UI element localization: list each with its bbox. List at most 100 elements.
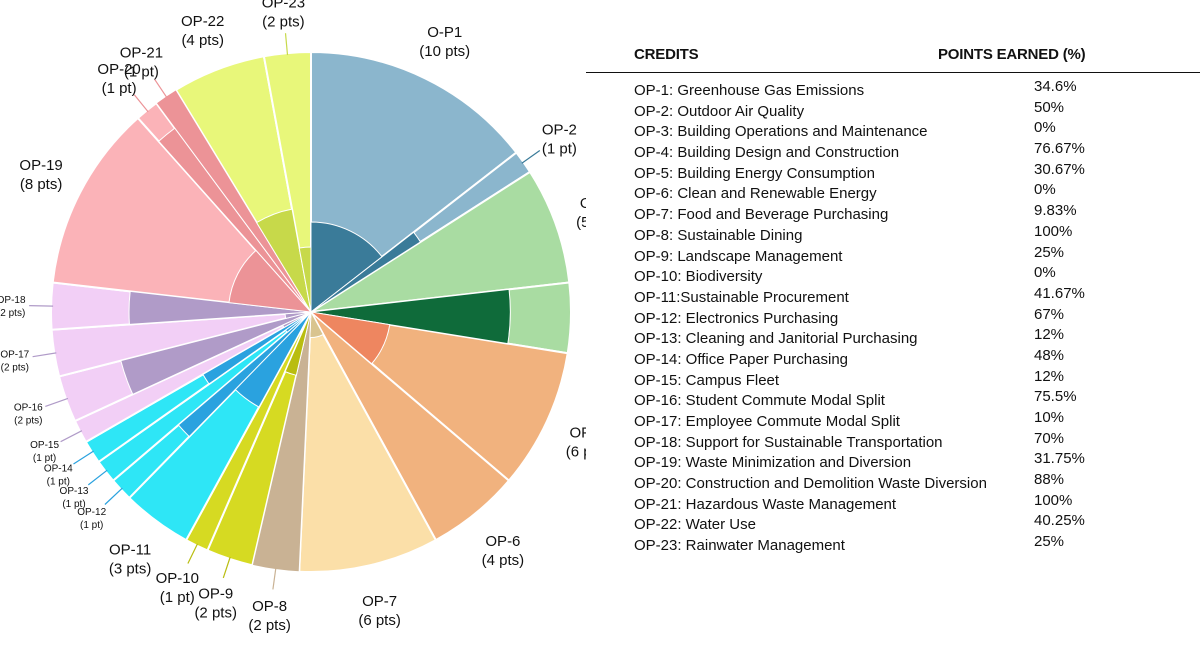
table-row: OP-15: Campus Fleet 12% [586,368,1200,392]
table-row: OP-5: Building Energy Consumption 30.67% [586,161,1200,185]
points-earned: 10% [1034,409,1065,426]
credit-name: OP-22: Water Use [634,516,756,534]
points-earned: 9.83% [1034,202,1077,220]
points-earned: 12% [1034,326,1065,344]
slice-points-op-7: (6 pts) [358,612,401,629]
slice-points-op-5: (6 pts) [566,443,586,460]
leader-op-2 [521,150,541,164]
pie-labels: O-P1(10 pts)OP-2(1 pt)OP-3(5 pts)OP-4(3 … [0,0,586,634]
slice-op-7 [298,308,438,573]
table-row: OP-19: Waste Minimization and Diversion 3… [586,450,1200,474]
leader-op-21 [154,79,168,99]
credit-name: OP-20: Construction and Demolition Waste… [634,475,987,493]
slice-label-op-22: OP-22 [181,13,224,30]
slice-label-op-21: OP-21 [120,45,163,62]
slice-label-op-20: OP-20 [97,61,140,78]
credit-name: OP-21: Hazardous Waste Management [634,495,897,513]
table-row: OP-23: Rainwater Management 25% [586,533,1200,557]
table-row: OP-12: Electronics Purchasing 67% [586,306,1200,330]
achieved-op-16 [120,311,312,395]
table-row: OP-16: Student Commute Modal Split 75.5% [586,388,1200,412]
slice-label-op-13: OP-13 [60,486,89,497]
leader-op-15 [60,430,83,443]
points-earned: 75.5% [1034,388,1077,406]
slice-label-op-17: OP-17 [0,350,29,361]
leader-op-12 [104,487,123,505]
slice-label-op-10: OP-10 [156,570,199,587]
leader-op-17 [32,352,57,358]
achieved-op-4 [310,288,511,345]
points-earned: 67% [1034,305,1065,323]
achieved-op-22 [255,208,312,313]
points-pie-chart: O-P1(10 pts)OP-2(1 pt)OP-3(5 pts)OP-4(3 … [0,0,586,634]
slice-label-op-15: OP-15 [30,440,59,451]
achieved-op-23 [298,246,312,313]
achieved-op-18 [128,290,312,325]
slice-points-op-6: (4 pts) [482,552,525,569]
slice-label-op-9: OP-9 [198,586,233,603]
credit-name: OP-17: Employee Commute Modal Split [634,413,900,430]
points-earned: 100% [1034,491,1073,509]
achieved-op-9 [284,311,312,376]
slice-points-op-9: (2 pts) [194,605,237,622]
table-row: OP-8: Sustainable Dining 100% [586,223,1200,247]
slice-label-op-16: OP-16 [14,403,43,414]
slice-label-op-2: OP-2 [542,122,577,139]
leader-op-16 [45,397,69,407]
credit-name: OP-13: Cleaning and Janitorial Purchasin… [634,330,918,348]
slice-points-op-22: (4 pts) [181,32,224,49]
achieved-op-12 [177,311,312,438]
credit-name: OP-5: Building Energy Consumption [634,164,875,182]
credit-name: OP-19: Waste Minimization and Diversion [634,454,912,472]
table-row: OP-11:Sustainable Procurement 41.67% [586,285,1200,309]
credit-name: OP-10: Biodiversity [634,268,763,286]
leader-op-20 [133,94,149,113]
slice-points-op-23: (2 pts) [262,13,305,30]
slice-label-op-3: OP-3 [580,195,586,212]
leader-op-9 [222,556,231,579]
points-column-header: POINTS EARNED (%) [938,46,1086,63]
slice-label-op-19: OP-19 [19,157,62,174]
table-row: OP-18: Support for Sustainable Transport… [586,430,1200,454]
slice-label-op-5: OP-5 [569,424,586,441]
leader-op-18 [29,305,54,307]
table-row: OP-13: Cleaning and Janitorial Purchasin… [586,326,1200,350]
credit-name: OP-1: Greenhouse Gas Emissions [634,82,865,99]
table-row: OP-22: Water Use 40.25% [586,512,1200,536]
slice-points-op-12: (1 pt) [80,520,103,531]
achieved-op-5 [309,311,391,365]
slice-points-op-2: (1 pt) [542,141,577,158]
slice-points-op-11: (3 pts) [109,560,152,577]
points-earned: 48% [1034,346,1065,364]
slice-points-op-13: (1 pt) [62,499,85,510]
table-header: CREDITS POINTS EARNED (%) [586,44,1200,73]
slice-points-op-20: (1 pt) [102,80,137,97]
slice-label-op-23: OP-23 [262,0,305,11]
credit-name: OP-6: Clean and Renewable Energy [634,185,877,203]
credit-name: OP-23: Rainwater Management [634,537,845,555]
slice-points-op-17: (2 pts) [1,363,29,374]
achieved-o-p1 [310,221,383,314]
table-row: OP-6: Clean and Renewable Energy 0% [586,181,1200,205]
credit-name: OP-3: Building Operations and Maintenanc… [634,123,928,141]
points-earned: 41.67% [1034,284,1085,302]
credit-name: OP-9: Landscape Management [634,247,843,265]
slice-label-op-12: OP-12 [77,507,106,518]
slice-label-op-11: OP-11 [109,541,151,558]
credit-name: OP-12: Electronics Purchasing [634,309,839,327]
table-row: OP-7: Food and Beverage Purchasing 9.83% [586,202,1200,226]
credit-name: OP-16: Student Commute Modal Split [634,392,885,410]
slice-label-op-7: OP-7 [362,593,397,610]
points-earned: 50% [1034,98,1065,116]
points-earned: 31.75% [1034,450,1085,468]
credit-name: OP-8: Sustainable Dining [634,226,803,244]
achieved-op-2 [310,231,422,313]
credit-name: OP-7: Food and Beverage Purchasing [634,206,889,224]
slice-points-op-14: (1 pt) [47,477,70,488]
pie-leader-lines [29,33,541,590]
points-earned: 0% [1034,181,1056,199]
points-earned: 25% [1034,243,1065,261]
slice-points-op-3: (5 pts) [576,214,586,231]
points-earned: 25% [1034,533,1065,551]
slice-points-op-10: (1 pt) [160,589,195,606]
